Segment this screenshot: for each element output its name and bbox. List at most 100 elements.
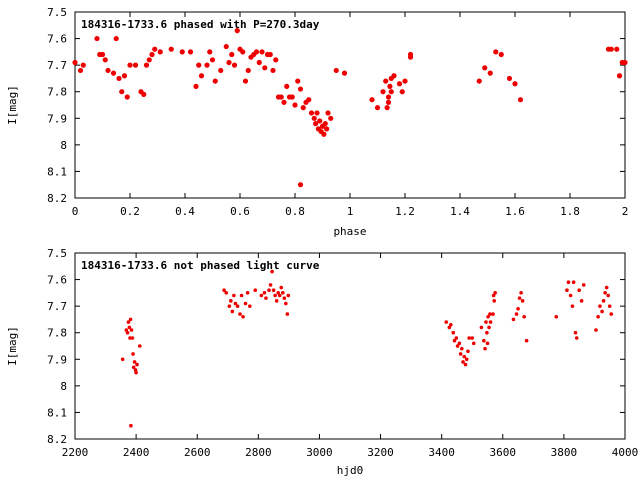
phased-data-point bbox=[402, 78, 408, 84]
phased-y-tick-label: 7.7 bbox=[47, 59, 67, 72]
phased-data-point bbox=[119, 89, 125, 95]
phased-data-point bbox=[399, 89, 405, 95]
unphased-data-point bbox=[470, 336, 475, 340]
unphased-data-point bbox=[581, 283, 586, 287]
unphased-data-point bbox=[577, 288, 581, 293]
phased-data-point bbox=[193, 83, 199, 89]
unphased-data-point bbox=[457, 341, 462, 346]
phased-data-point bbox=[204, 62, 210, 68]
unphased-data-point bbox=[488, 312, 492, 316]
phased-data-point bbox=[325, 110, 331, 116]
unphased-data-point bbox=[571, 280, 576, 285]
unphased-y-tick-label: 7.9 bbox=[47, 353, 67, 366]
phased-data-point bbox=[141, 91, 147, 97]
unphased-data-point bbox=[606, 293, 610, 298]
unphased-data-point bbox=[514, 312, 519, 316]
unphased-data-point bbox=[603, 291, 607, 295]
unphased-data-point bbox=[128, 317, 133, 322]
unphased-data-point bbox=[458, 352, 463, 356]
phased-y-tick-label: 7.9 bbox=[47, 112, 67, 125]
unphased-data-point bbox=[463, 362, 468, 367]
unphased-data-point bbox=[224, 291, 229, 295]
unphased-plot-title: 184316-1733.6 not phased light curve bbox=[81, 259, 320, 272]
unphased-data-point bbox=[245, 291, 250, 295]
unphased-data-point bbox=[243, 301, 248, 306]
unphased-data-point bbox=[471, 341, 476, 346]
phased-data-point bbox=[281, 99, 287, 105]
phased-data-point bbox=[482, 65, 488, 71]
phased-x-tick-label: 0 bbox=[72, 205, 79, 218]
phased-y-tick-label: 8.1 bbox=[47, 165, 67, 178]
unphased-x-tick-label: 2800 bbox=[245, 446, 272, 459]
unphased-data-point bbox=[276, 291, 280, 295]
unphased-data-point bbox=[522, 314, 526, 319]
unphased-data-point bbox=[455, 344, 460, 348]
unphased-data-point bbox=[247, 304, 252, 308]
unphased-data-point bbox=[568, 293, 573, 298]
phased-data-points bbox=[72, 28, 628, 188]
phased-data-point bbox=[321, 131, 327, 137]
unphased-data-point bbox=[574, 336, 579, 340]
phased-data-point bbox=[253, 49, 260, 55]
phased-data-point bbox=[374, 105, 381, 111]
phased-data-point bbox=[322, 121, 328, 127]
unphased-data-point bbox=[131, 352, 135, 356]
unphased-data-point bbox=[271, 288, 276, 293]
unphased-y-tick-label: 7.7 bbox=[47, 300, 67, 313]
unphased-x-tick-label: 4000 bbox=[612, 446, 639, 459]
phased-data-point bbox=[143, 62, 150, 68]
phased-data-point bbox=[384, 105, 390, 111]
unphased-data-point bbox=[137, 344, 142, 348]
unphased-data-point bbox=[464, 357, 469, 362]
phased-data-point bbox=[308, 110, 315, 116]
unphased-data-point bbox=[566, 280, 571, 285]
phased-y-tick-label: 8 bbox=[60, 139, 67, 152]
unphased-data-point bbox=[264, 296, 268, 300]
unphased-data-point bbox=[452, 338, 457, 343]
phased-data-point bbox=[311, 115, 317, 121]
unphased-x-tick-label: 3200 bbox=[367, 446, 394, 459]
phased-data-point bbox=[218, 67, 224, 74]
phased-data-point bbox=[242, 78, 249, 84]
unphased-data-point bbox=[487, 325, 491, 330]
phased-data-point bbox=[289, 94, 295, 100]
phased-data-point bbox=[212, 78, 218, 84]
unphased-data-point bbox=[517, 296, 522, 300]
phased-data-point bbox=[102, 57, 108, 63]
phased-data-point bbox=[385, 94, 392, 100]
phased-data-point bbox=[110, 70, 117, 76]
unphased-data-point bbox=[600, 309, 604, 314]
unphased-data-point bbox=[259, 293, 264, 298]
unphased-data-point bbox=[483, 346, 487, 351]
unphased-data-point bbox=[520, 299, 525, 303]
unphased-data-point bbox=[444, 320, 449, 324]
phased-data-point bbox=[387, 83, 393, 89]
phased-x-tick-label: 1.4 bbox=[450, 205, 470, 218]
phased-data-point bbox=[306, 97, 312, 103]
phased-data-point bbox=[383, 78, 389, 84]
unphased-x-tick-label: 2400 bbox=[123, 446, 150, 459]
unphased-data-point bbox=[222, 288, 226, 293]
unphased-data-point bbox=[596, 314, 600, 319]
unphased-data-point bbox=[451, 330, 456, 335]
unphased-data-point bbox=[129, 423, 133, 428]
unphased-data-point bbox=[129, 328, 134, 332]
unphased-data-point bbox=[486, 314, 490, 319]
unphased-y-tick-label: 8 bbox=[60, 380, 67, 393]
phased-y-axis-label: I[mag] bbox=[6, 85, 19, 125]
phased-data-point bbox=[116, 75, 122, 82]
unphased-data-point bbox=[466, 349, 470, 354]
phased-data-point bbox=[209, 57, 216, 63]
phased-data-point bbox=[517, 97, 524, 103]
unphased-y-tick-label: 7.6 bbox=[47, 274, 67, 287]
phased-data-point bbox=[622, 59, 628, 66]
unphased-data-point bbox=[479, 325, 484, 330]
phased-data-point bbox=[113, 35, 119, 42]
unphased-data-point bbox=[485, 341, 490, 346]
unphased-x-tick-label: 3400 bbox=[428, 446, 455, 459]
phased-data-point bbox=[297, 182, 304, 188]
phased-data-point bbox=[273, 57, 279, 63]
unphased-y-tick-label: 7.5 bbox=[47, 247, 67, 260]
unphased-data-point bbox=[492, 299, 497, 303]
phased-y-tick-label: 7.6 bbox=[47, 33, 67, 46]
